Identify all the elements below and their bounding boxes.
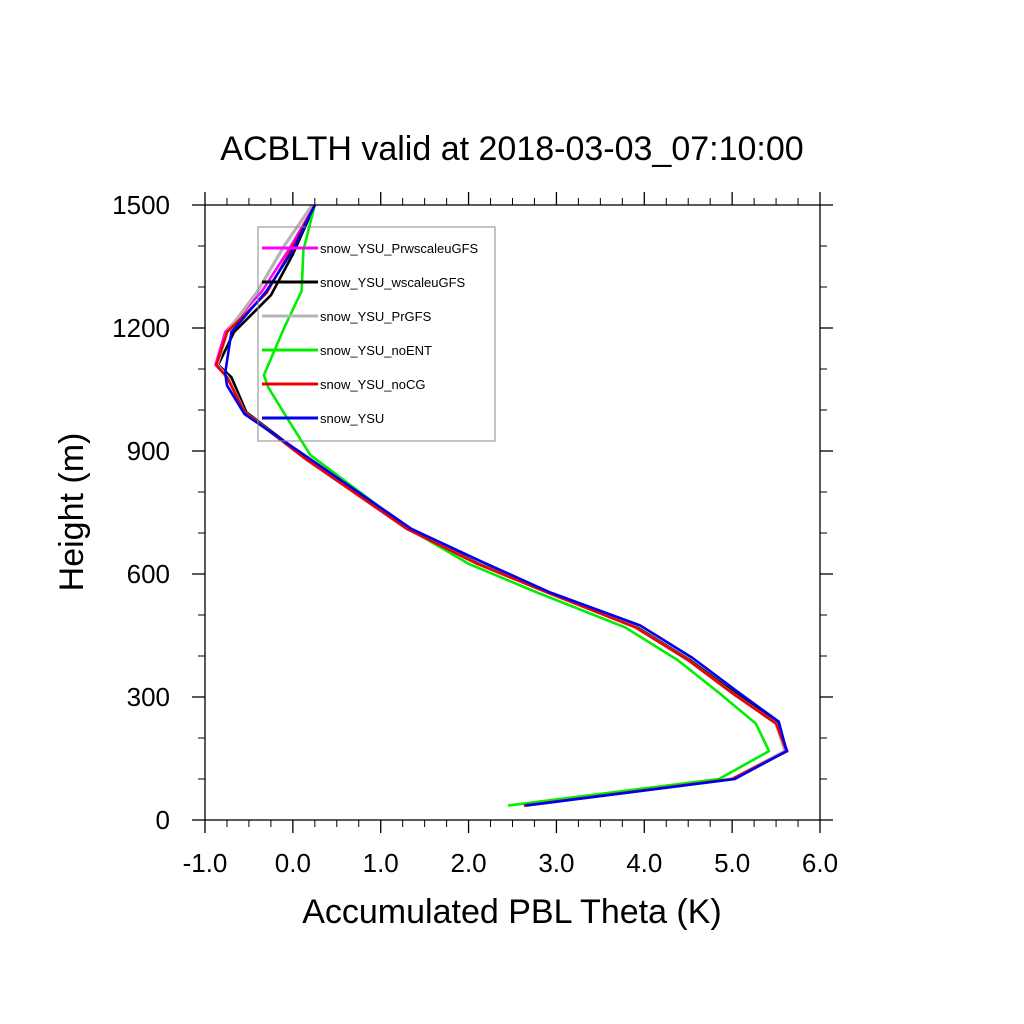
x-tick-label: -1.0	[183, 848, 228, 878]
legend: snow_YSU_PrwscaleuGFS snow_YSU_wscaleuGFS…	[257, 226, 496, 442]
series-line-2	[216, 204, 788, 807]
legend-box	[257, 226, 496, 442]
x-tick-label: 4.0	[626, 848, 662, 878]
legend-label-4: snow_YSU_noENT	[320, 343, 432, 358]
x-tick-label: 6.0	[802, 848, 838, 878]
y-tick-label: 300	[127, 682, 170, 712]
legend-label-1: snow_YSU_PrwscaleuGFS	[320, 241, 479, 256]
y-tick-label: 0	[156, 805, 170, 835]
y-tick-label: 1200	[112, 313, 170, 343]
axes: -1.0 0.0 1.0 2.0 3.0 4.0 5.0 6.0 0 300 600 900 1200 1…	[112, 190, 838, 878]
legend-label-6: snow_YSU	[320, 411, 384, 426]
plot-lines	[214, 204, 789, 808]
series-line-5	[215, 204, 788, 807]
x-tick-label: 3.0	[538, 848, 574, 878]
legend-label-3: snow_YSU_PrGFS	[320, 309, 432, 324]
series-line-6	[223, 204, 788, 807]
legend-label-2: snow_YSU_wscaleuGFS	[320, 275, 466, 290]
series-line-1	[214, 204, 789, 807]
legend-label-5: snow_YSU_noCG	[320, 377, 426, 392]
x-tick-label: 2.0	[450, 848, 486, 878]
x-tick-label: 0.0	[275, 848, 311, 878]
x-tick-label: 1.0	[363, 848, 399, 878]
series-line-4	[262, 204, 771, 807]
x-axis-label: Accumulated PBL Theta (K)	[302, 893, 722, 931]
series-line-3	[215, 204, 787, 808]
y-axis-label: Height (m)	[53, 433, 91, 592]
y-tick-label: 1500	[112, 190, 170, 220]
y-tick-label: 900	[127, 436, 170, 466]
x-tick-label: 5.0	[714, 848, 750, 878]
chart-title: ACBLTH valid at 2018-03-03_07:10:00	[220, 130, 803, 168]
y-tick-label: 600	[127, 559, 170, 589]
